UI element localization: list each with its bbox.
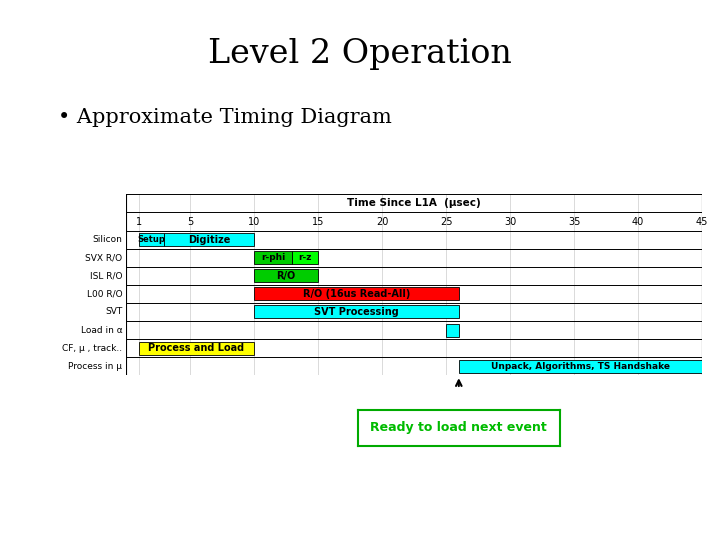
Text: Process in μ: Process in μ	[68, 362, 122, 371]
Text: r-z: r-z	[299, 253, 312, 262]
Bar	[254, 306, 459, 319]
Text: 25: 25	[440, 217, 452, 227]
Text: Time Since L1A  (μsec): Time Since L1A (μsec)	[347, 198, 481, 208]
Bar	[292, 251, 318, 264]
Text: 35: 35	[568, 217, 580, 227]
Text: Level 2 Operation: Level 2 Operation	[208, 38, 512, 70]
Text: ISL R/O: ISL R/O	[90, 271, 122, 280]
Bar	[164, 233, 254, 246]
Text: Setup: Setup	[138, 235, 166, 244]
Text: R/O: R/O	[276, 271, 296, 281]
Text: 10: 10	[248, 217, 260, 227]
Bar	[139, 233, 164, 246]
Text: Silicon: Silicon	[93, 235, 122, 244]
Text: r-phi: r-phi	[261, 253, 285, 262]
Text: SVT: SVT	[105, 307, 122, 316]
Text: Digitize: Digitize	[188, 234, 230, 245]
Text: 40: 40	[632, 217, 644, 227]
Bar	[446, 323, 459, 336]
Text: SVX R/O: SVX R/O	[85, 253, 122, 262]
Bar	[254, 251, 292, 264]
Text: Process and Load: Process and Load	[148, 343, 245, 353]
Text: L00 R/O: L00 R/O	[87, 289, 122, 299]
Text: 15: 15	[312, 217, 324, 227]
Text: Load in α: Load in α	[81, 326, 122, 335]
Text: 20: 20	[376, 217, 388, 227]
Text: SVT Processing: SVT Processing	[314, 307, 399, 317]
Text: R/O (16us Read-All): R/O (16us Read-All)	[302, 289, 410, 299]
Bar	[459, 360, 702, 373]
Text: 5: 5	[187, 217, 193, 227]
Text: 30: 30	[504, 217, 516, 227]
Text: 45: 45	[696, 217, 708, 227]
Bar	[254, 269, 318, 282]
Bar	[139, 342, 254, 355]
Bar	[254, 287, 459, 300]
Text: CF, μ , track..: CF, μ , track..	[62, 343, 122, 353]
Text: • Approximate Timing Diagram: • Approximate Timing Diagram	[58, 108, 392, 127]
Text: Unpack, Algorithms, TS Handshake: Unpack, Algorithms, TS Handshake	[491, 362, 670, 371]
Text: 1: 1	[136, 217, 142, 227]
Text: Ready to load next event: Ready to load next event	[370, 421, 547, 435]
